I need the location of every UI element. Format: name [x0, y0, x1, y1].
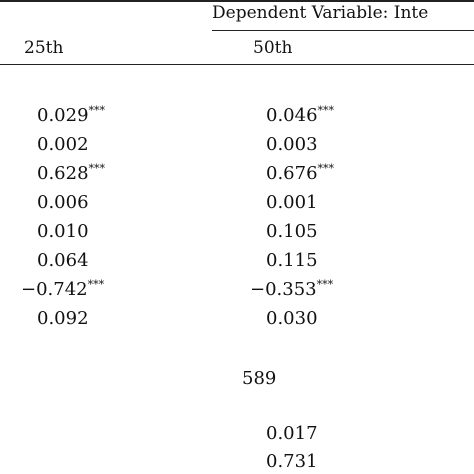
significance-stars: *** — [316, 278, 334, 291]
coefficient-value: 0.092 — [37, 308, 89, 329]
cell-50th: 0.115 — [266, 251, 318, 271]
coefficient-value: 0.029 — [37, 105, 89, 126]
observations-value: 589 — [242, 368, 277, 389]
column-header-50th: 50th — [253, 38, 293, 58]
significance-stars: *** — [88, 104, 106, 117]
bottom-stat-50th: 0.731 — [266, 451, 318, 472]
cell-25th: −0.742*** — [21, 278, 105, 300]
coefficient-value: 0.046 — [266, 105, 318, 126]
cell-50th: 0.001 — [266, 193, 318, 213]
coefficient-value: 0.064 — [37, 250, 89, 271]
coefficient-value: 0.010 — [37, 221, 89, 242]
cell-25th: 0.010 — [37, 222, 89, 242]
coefficient-value: 0.001 — [266, 192, 318, 213]
bottom-stat-50th: 0.017 — [266, 423, 318, 444]
cell-25th: 0.006 — [37, 193, 89, 213]
column-header-25th: 25th — [24, 38, 64, 58]
significance-stars: *** — [87, 278, 105, 291]
coefficient-value: 0.006 — [37, 192, 89, 213]
significance-stars: *** — [317, 104, 335, 117]
coefficient-value: 0.030 — [266, 308, 318, 329]
cell-50th: 0.003 — [266, 135, 318, 155]
cell-25th: 0.002 — [37, 135, 89, 155]
coefficient-value: −0.742 — [21, 279, 88, 300]
dependent-variable-rule — [212, 30, 474, 31]
cell-25th: 0.628*** — [37, 162, 106, 184]
significance-stars: *** — [317, 162, 335, 175]
cell-50th: 0.105 — [266, 222, 318, 242]
coefficient-value: −0.353 — [250, 279, 317, 300]
coefficient-value: 0.628 — [37, 163, 89, 184]
coefficient-value: 0.676 — [266, 163, 318, 184]
cell-25th: 0.064 — [37, 251, 89, 271]
coefficient-value: 0.105 — [266, 221, 318, 242]
dependent-variable-title: Dependent Variable: Inte — [212, 3, 429, 23]
significance-stars: *** — [88, 162, 106, 175]
cell-25th: 0.092 — [37, 309, 89, 329]
coefficient-value: 0.002 — [37, 134, 89, 155]
cell-25th: 0.029*** — [37, 104, 106, 126]
cell-50th: 0.676*** — [266, 162, 335, 184]
cell-50th: 0.046*** — [266, 104, 335, 126]
cell-50th: −0.353*** — [250, 278, 334, 300]
cell-50th: 0.030 — [266, 309, 318, 329]
header-rule — [0, 64, 474, 65]
coefficient-value: 0.115 — [266, 250, 318, 271]
coefficient-value: 0.003 — [266, 134, 318, 155]
top-rule — [0, 0, 474, 2]
